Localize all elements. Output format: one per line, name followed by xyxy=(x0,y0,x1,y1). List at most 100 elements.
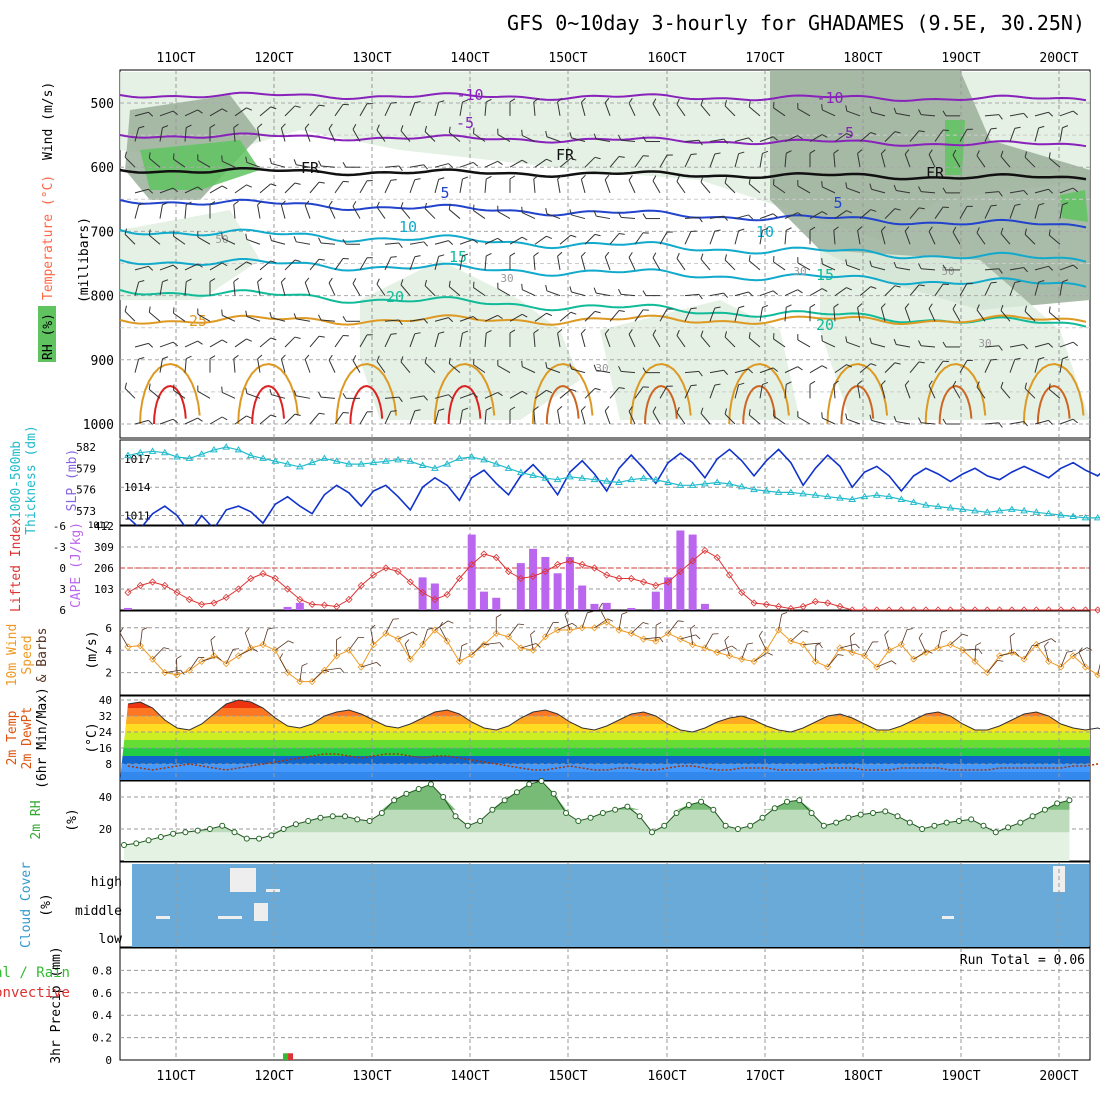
wind-barb xyxy=(893,415,911,425)
wind-barb-flag xyxy=(246,107,252,111)
wind-barb xyxy=(918,186,936,194)
wind-barb-flag xyxy=(773,178,775,185)
wind-marker xyxy=(136,642,144,650)
wind-barb-flag xyxy=(294,336,301,339)
li-marker xyxy=(148,578,157,586)
wind-barb xyxy=(280,354,286,373)
wind-barb-staff xyxy=(509,390,523,399)
thickness-marker xyxy=(1020,506,1028,514)
wind-barb xyxy=(434,163,454,168)
wind-barb-staff xyxy=(1034,127,1040,142)
wind-barb xyxy=(918,417,936,425)
wind-barb xyxy=(1000,227,1011,245)
wind-barb-flag xyxy=(398,396,403,403)
wind-barb-flag xyxy=(438,408,445,411)
rh-marker xyxy=(329,813,336,820)
wind-barb-staff xyxy=(359,257,368,271)
wind-barb xyxy=(676,329,686,348)
wind-barb-staff xyxy=(557,101,561,116)
li-marker xyxy=(284,585,292,593)
wind-barb xyxy=(559,234,577,245)
wind-barb xyxy=(400,202,411,219)
rh-marker xyxy=(501,797,508,804)
li-marker xyxy=(603,571,611,579)
wind-barb xyxy=(197,231,211,245)
wind-barb-10m xyxy=(152,647,170,660)
wind-barb-flag xyxy=(845,259,848,266)
wind-barb-flag xyxy=(1062,279,1069,283)
wind-barb-flag xyxy=(414,332,421,335)
wind-marker xyxy=(173,671,181,679)
wind-barb-staff xyxy=(709,230,716,245)
wind-barb-staff xyxy=(580,102,586,116)
wind-barb xyxy=(269,234,286,245)
li-tick-label: -3 xyxy=(53,541,66,554)
wind-barb-flag xyxy=(894,285,901,288)
wind-barb-staff xyxy=(986,660,998,673)
wind-barb xyxy=(545,362,561,374)
wind-barb-flag xyxy=(870,132,877,135)
wind-barb xyxy=(448,280,461,296)
wind-barb xyxy=(618,134,636,143)
wind-barb-flag xyxy=(676,329,680,336)
wind-barb-flag xyxy=(773,333,775,339)
wind-barb-flag xyxy=(642,309,649,311)
wind-barb-flag xyxy=(390,102,397,104)
wind-barb-staff xyxy=(859,132,872,142)
wind-barb-flag xyxy=(773,256,775,262)
wind-barb xyxy=(845,413,861,425)
thickness-marker xyxy=(946,504,955,511)
wind-barb-staff xyxy=(773,184,786,194)
wind-barb xyxy=(652,175,661,194)
rh-marker xyxy=(992,829,999,836)
wind-barb-flag xyxy=(279,653,284,659)
thickness-marker xyxy=(701,479,709,487)
wind-barb-staff xyxy=(459,316,474,322)
wind-barb xyxy=(184,109,203,117)
slp-extra-tick: 1012 xyxy=(88,521,110,531)
wind-barb xyxy=(584,387,601,399)
cape-bar xyxy=(590,603,599,610)
wind-barb-flag xyxy=(163,647,170,650)
wind-barb-staff xyxy=(1048,234,1061,245)
wind-barb-flag xyxy=(148,342,154,348)
wind-barb-staff xyxy=(222,160,236,168)
wind-barb xyxy=(984,204,997,219)
wind-barb-staff xyxy=(684,308,692,322)
wind-barb-staff xyxy=(534,389,547,399)
thickness-marker xyxy=(615,478,623,485)
wind-barb-staff xyxy=(571,368,586,374)
wind-barb xyxy=(334,334,349,348)
wind-barb-staff xyxy=(1059,204,1063,219)
wind-barb-flag xyxy=(666,385,673,387)
wind-barb-staff xyxy=(1072,647,1088,657)
wind-barb-staff xyxy=(896,112,911,117)
wind-barb xyxy=(809,211,828,219)
wind-barb-flag xyxy=(197,154,199,161)
isotherm-label: 5 xyxy=(833,194,842,212)
cape-tick-label: 206 xyxy=(94,562,114,575)
wind-barb-flag xyxy=(809,303,816,308)
isotherm-label: 20 xyxy=(816,316,834,334)
wind-barb-10m xyxy=(244,628,252,649)
wind-barb-staff xyxy=(234,107,247,117)
wind-marker xyxy=(271,646,279,654)
wind-barb-staff xyxy=(152,647,164,660)
wind-barb-staff xyxy=(533,178,536,193)
wind-barb-flag xyxy=(294,105,301,108)
wind-barb-flag xyxy=(698,294,703,300)
wind-barb-flag xyxy=(1024,151,1027,158)
wind-barb-staff xyxy=(352,360,361,373)
wind-barb-staff xyxy=(197,236,211,245)
wind-barb-staff xyxy=(424,362,436,373)
wind-barb xyxy=(304,123,311,142)
rh-marker xyxy=(182,829,189,836)
wind-barb-staff xyxy=(581,612,588,628)
wind-barb xyxy=(384,165,403,171)
thickness-marker xyxy=(688,481,697,488)
wind-barb-staff xyxy=(959,360,968,373)
wind-barb-flag xyxy=(976,304,980,311)
wind-barb-flag xyxy=(1062,356,1069,360)
wind-barb-10m xyxy=(1009,632,1016,653)
